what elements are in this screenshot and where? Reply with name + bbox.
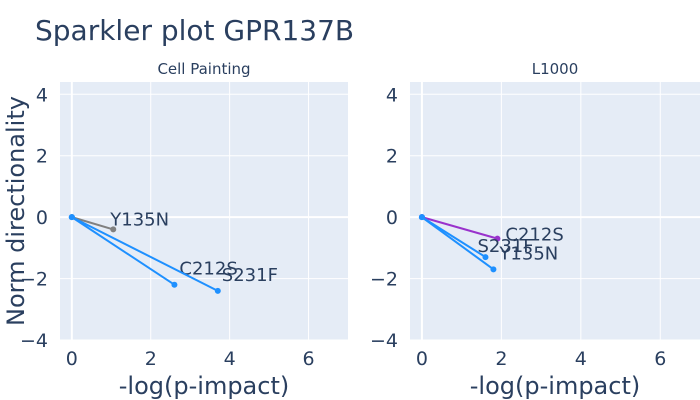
data-point <box>494 235 501 242</box>
x-axis-title: -log(p-impact) <box>470 372 640 400</box>
point-label: Y135N <box>109 209 169 230</box>
y-tick-label: −4 <box>20 330 48 352</box>
series-S231F: S231F <box>68 214 278 294</box>
x-tick-label: 4 <box>575 348 587 370</box>
data-point <box>214 287 221 294</box>
x-tick-label: 6 <box>303 348 315 370</box>
series-Y135N: Y135N <box>418 214 558 273</box>
plot-area <box>410 82 700 340</box>
data-point <box>110 226 117 233</box>
point-label: C212S <box>505 225 563 246</box>
y-tick-label: 4 <box>36 84 48 106</box>
x-axis-title: -log(p-impact) <box>119 372 289 400</box>
y-tick-label: 2 <box>386 146 398 168</box>
y-tick-label: −2 <box>370 269 398 291</box>
point-label: C212S <box>179 259 237 280</box>
subplot-title: L1000 <box>532 60 579 78</box>
series-line <box>421 216 498 240</box>
x-tick-label: 2 <box>495 348 507 370</box>
x-tick-label: 0 <box>66 348 78 370</box>
x-tick-label: 0 <box>416 348 428 370</box>
data-point <box>68 214 75 221</box>
subplot-title: Cell Painting <box>157 60 250 78</box>
series-line <box>71 216 175 286</box>
x-tick-label: 6 <box>654 348 666 370</box>
y-tick-label: 0 <box>36 207 48 229</box>
y-tick-label: −4 <box>370 330 398 352</box>
series-line <box>421 216 495 271</box>
data-point <box>482 254 489 261</box>
y-axis-title: Norm directionality <box>2 96 30 326</box>
y-tick-label: 2 <box>36 146 48 168</box>
plot-area <box>60 82 348 340</box>
data-point <box>490 266 497 273</box>
data-point <box>418 214 425 221</box>
point-label: Y135N <box>498 243 558 264</box>
figure-title: Sparkler plot GPR137B <box>35 14 354 47</box>
y-tick-label: −2 <box>20 269 48 291</box>
y-tick-label: 0 <box>386 207 398 229</box>
series-line <box>71 216 219 292</box>
x-tick-label: 2 <box>145 348 157 370</box>
data-point <box>171 281 178 288</box>
x-tick-label: 4 <box>224 348 236 370</box>
series-line <box>71 216 114 231</box>
y-tick-label: 4 <box>386 84 398 106</box>
point-label: S231F <box>222 265 278 286</box>
point-label: S231F <box>477 236 533 257</box>
